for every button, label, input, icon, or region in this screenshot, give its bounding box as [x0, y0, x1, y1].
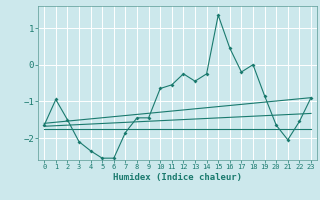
- X-axis label: Humidex (Indice chaleur): Humidex (Indice chaleur): [113, 173, 242, 182]
